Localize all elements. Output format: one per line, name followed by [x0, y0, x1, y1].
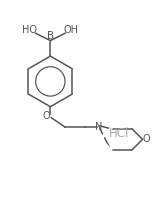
- Text: HCl: HCl: [109, 127, 129, 140]
- Text: OH: OH: [63, 25, 78, 35]
- Text: HO: HO: [22, 25, 37, 35]
- Text: B: B: [47, 32, 54, 41]
- Text: O: O: [143, 134, 150, 144]
- Text: N: N: [95, 122, 102, 132]
- Text: O: O: [42, 111, 50, 121]
